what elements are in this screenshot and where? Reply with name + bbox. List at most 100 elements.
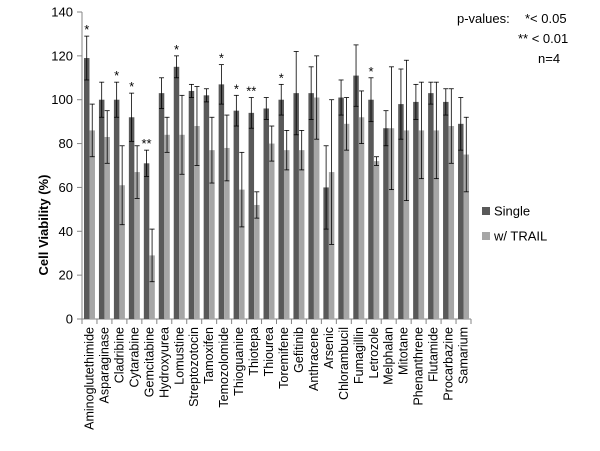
- bar-trail: [418, 130, 425, 319]
- significance-marker: *: [279, 70, 284, 85]
- y-tick-label: 120: [51, 48, 73, 63]
- bar-single: [233, 110, 240, 319]
- bar-trail: [343, 123, 350, 319]
- bar-single: [113, 99, 120, 319]
- bar-single: [338, 97, 344, 320]
- bar-single: [368, 99, 374, 319]
- bar-trail: [283, 150, 290, 319]
- bar-single: [128, 117, 135, 319]
- bar-single: [383, 128, 389, 319]
- bar-trail: [209, 150, 215, 319]
- bar-single: [203, 95, 210, 319]
- legend-swatch-trail: [482, 232, 490, 240]
- significance-marker: **: [142, 136, 152, 151]
- x-tick-label: Thioguanine: [232, 327, 246, 396]
- bar-trail: [149, 255, 155, 319]
- significance-marker: *: [368, 64, 373, 79]
- x-tick-label: Thiotepa: [247, 327, 261, 376]
- x-tick-label: Melphalan: [382, 327, 396, 385]
- bar-single: [398, 104, 404, 319]
- bar-trail: [373, 161, 380, 319]
- bar-single: [143, 163, 150, 319]
- bar-trail: [254, 204, 260, 319]
- bar-trail: [224, 147, 230, 319]
- p-value-double-star: ** < 0.01: [518, 31, 569, 46]
- bar-trail: [313, 97, 320, 320]
- y-tick-label: 60: [59, 180, 73, 195]
- x-tick-label: Samarium: [457, 327, 471, 384]
- x-tick-label: Hydroxyurea: [157, 327, 171, 398]
- significance-marker: *: [234, 81, 239, 96]
- x-tick-label: Asparaginase: [97, 327, 111, 403]
- bar-trail: [403, 130, 410, 319]
- x-tick-label: Cladribine: [112, 327, 126, 383]
- legend-label-single: Single: [494, 204, 530, 219]
- p-values-title: p-values:: [457, 11, 510, 26]
- bar-trail: [328, 172, 335, 319]
- bar-trail: [89, 130, 95, 319]
- x-tick-label: Temozolomide: [217, 327, 231, 408]
- bar-single: [278, 99, 284, 319]
- bar-single: [458, 123, 464, 319]
- x-tick-label: Mitotane: [397, 327, 411, 375]
- x-tick-label: Gefitinib: [292, 327, 306, 373]
- x-tick-label: Gemcitabine: [142, 327, 156, 397]
- legend: Single w/ TRAIL: [482, 204, 547, 244]
- p-value-single-star: *< 0.05: [525, 11, 567, 26]
- y-tick-label: 20: [59, 268, 73, 283]
- legend-swatch-single: [482, 207, 490, 215]
- bar-single: [413, 101, 419, 320]
- bar-trail: [194, 126, 200, 320]
- x-tick-label: Lomustine: [172, 327, 186, 385]
- x-tick-label: Flutamide: [427, 327, 441, 382]
- bar-single: [353, 75, 359, 319]
- axes: 0 20 40 60 80 100 120 140: [51, 5, 472, 327]
- significance-marker: *: [174, 42, 179, 57]
- x-tick-label: Procarbazine: [442, 327, 456, 401]
- bar-single: [323, 187, 329, 319]
- x-tick-label: Tamoxifen: [202, 327, 216, 384]
- bar-single: [83, 58, 90, 320]
- bar-trail: [239, 189, 245, 319]
- bar-single: [173, 66, 180, 319]
- y-axis-label: Cell Viability (%): [36, 175, 51, 276]
- x-tick-label: Cytarabine: [127, 327, 141, 387]
- bar-trail: [104, 136, 110, 319]
- x-tick-label: Thiourea: [262, 327, 276, 376]
- bar-single: [158, 93, 165, 319]
- bar-trail: [463, 154, 470, 319]
- x-tick-label: Toremifene: [277, 327, 291, 389]
- x-tick-label: Anthracene: [307, 327, 321, 391]
- bar-trail: [164, 134, 170, 319]
- bar-trail: [298, 150, 305, 319]
- bar-single: [98, 99, 105, 319]
- bar-single: [308, 93, 314, 319]
- y-tick-label: 140: [51, 5, 73, 20]
- bar-single: [218, 84, 225, 319]
- significance-marker: *: [219, 51, 224, 66]
- y-tick-label: 80: [59, 136, 73, 151]
- x-tick-label: Chlorambucil: [337, 327, 351, 400]
- x-tick-label: Arsenic: [322, 327, 336, 369]
- y-tick-label: 40: [59, 224, 73, 239]
- bar-trail: [448, 126, 455, 320]
- y-tick-label: 0: [66, 312, 73, 327]
- bar-single: [293, 93, 299, 319]
- bar-single: [443, 101, 449, 320]
- bar-single: [263, 108, 270, 319]
- bar-trail: [433, 130, 440, 319]
- bars: ******** *** *: [83, 22, 470, 320]
- bar-single: [428, 93, 434, 319]
- x-tick-label: Letrozole: [367, 327, 381, 378]
- x-tick-label: Phenanthrene: [412, 327, 426, 406]
- y-tick-label: 100: [51, 92, 73, 107]
- x-tick-label: Fumagillin: [352, 327, 366, 384]
- bar-trail: [388, 128, 395, 319]
- x-tick-labels: Aminoglutethimide Asparaginase Cladribine C…: [82, 327, 470, 430]
- x-tick-label: Streptozotocin: [187, 327, 201, 407]
- bar-trail: [269, 143, 275, 319]
- significance-marker: *: [114, 68, 119, 83]
- significance-marker: *: [129, 79, 134, 94]
- bar-trail: [134, 172, 140, 319]
- sample-size: n=4: [538, 51, 561, 66]
